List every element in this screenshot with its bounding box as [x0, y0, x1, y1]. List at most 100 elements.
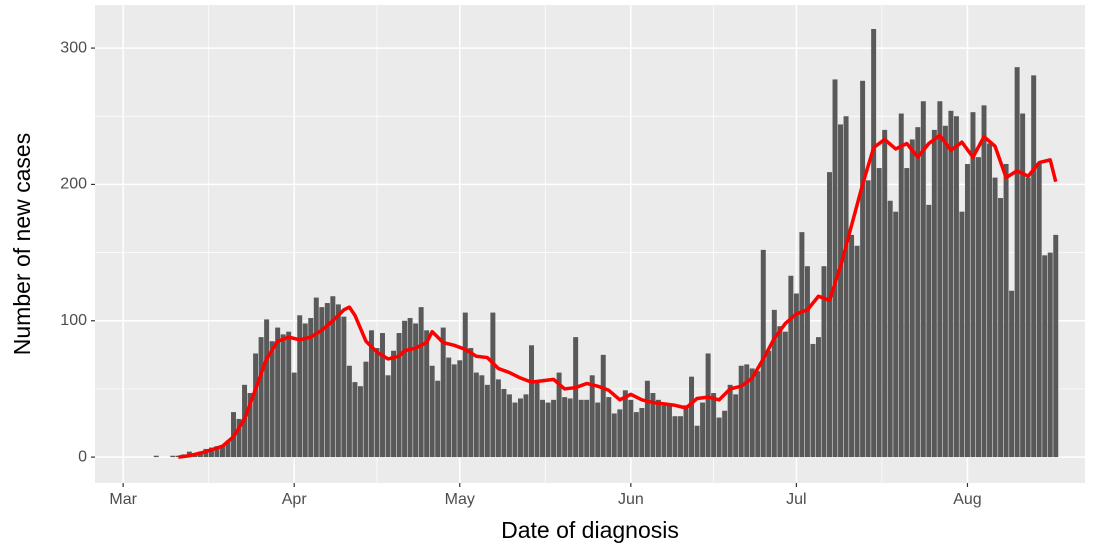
bar [1053, 234, 1059, 458]
bars [153, 28, 1059, 458]
bar [258, 337, 264, 458]
bar [661, 402, 667, 458]
bar [418, 307, 424, 458]
bar [440, 327, 446, 458]
bar [799, 232, 805, 458]
bar [711, 393, 717, 458]
bar [264, 319, 270, 458]
bar [214, 446, 220, 458]
moving-average-line [178, 133, 1058, 459]
bar [672, 416, 678, 458]
bar [716, 417, 722, 458]
bar [473, 372, 479, 458]
bar [495, 379, 501, 458]
y-tick-label: 0 [78, 448, 87, 465]
bar [468, 348, 474, 458]
bar [976, 157, 981, 458]
bar [363, 361, 369, 458]
bar [391, 350, 397, 458]
bar [302, 323, 308, 458]
bar [407, 318, 413, 458]
bar [540, 399, 546, 458]
bar [589, 375, 595, 458]
bar [462, 312, 468, 458]
bar [374, 348, 380, 458]
bar [324, 303, 330, 458]
x-tick-label: Mar [109, 491, 137, 508]
bar [534, 380, 540, 458]
bar [860, 80, 866, 458]
bar [843, 116, 849, 458]
bar [755, 371, 761, 458]
bar [446, 357, 452, 458]
bar [849, 234, 855, 458]
bar [678, 416, 683, 458]
bar [457, 360, 463, 458]
x-tick-label: Aug [953, 491, 981, 508]
bar [793, 293, 799, 458]
bar [1020, 113, 1026, 458]
bar [694, 425, 700, 458]
bar [666, 405, 672, 458]
bar [964, 163, 970, 458]
bar [981, 105, 987, 458]
bar [948, 110, 954, 458]
bar [413, 323, 419, 458]
y-tick-label: 100 [60, 312, 87, 329]
bar [512, 402, 518, 458]
bar [357, 386, 363, 458]
bar [683, 405, 689, 458]
bar [909, 139, 915, 458]
bar [777, 326, 783, 458]
bar [253, 353, 259, 458]
bar [236, 418, 242, 458]
bar [529, 345, 534, 458]
bar [567, 398, 573, 458]
bar [402, 320, 408, 458]
bar [887, 200, 893, 458]
bar [1031, 75, 1037, 458]
bar [600, 354, 606, 458]
bar [898, 113, 904, 458]
bar [931, 129, 937, 458]
bar [523, 394, 529, 458]
bar [838, 124, 844, 458]
bar [622, 390, 628, 458]
x-axis-title: Date of diagnosis [501, 517, 679, 543]
bar [352, 382, 358, 458]
bar [1014, 67, 1020, 458]
bar [335, 304, 341, 458]
bar [153, 455, 159, 458]
bar [915, 127, 921, 458]
bar [617, 409, 623, 458]
bar [959, 211, 965, 458]
bar [733, 394, 739, 458]
y-axis-title: Number of new cases [9, 133, 35, 355]
bar [705, 353, 711, 458]
bar [738, 365, 744, 458]
bar [1042, 255, 1048, 458]
lines [178, 133, 1058, 459]
bar [788, 275, 794, 458]
bar [551, 399, 557, 458]
bar [650, 393, 656, 458]
bar [804, 266, 810, 458]
bar [424, 330, 430, 458]
bar [871, 28, 877, 458]
bar [942, 125, 948, 458]
bar [313, 297, 319, 458]
bar [827, 172, 832, 458]
bar [865, 180, 871, 458]
bar [854, 245, 860, 458]
bar [1036, 163, 1042, 458]
bar [291, 372, 297, 458]
bar [506, 394, 512, 458]
bar [275, 327, 281, 458]
bar [247, 393, 253, 458]
x-tick-label: Jul [786, 491, 806, 508]
bar [341, 316, 347, 458]
bar [766, 350, 772, 458]
bar [1009, 290, 1015, 458]
